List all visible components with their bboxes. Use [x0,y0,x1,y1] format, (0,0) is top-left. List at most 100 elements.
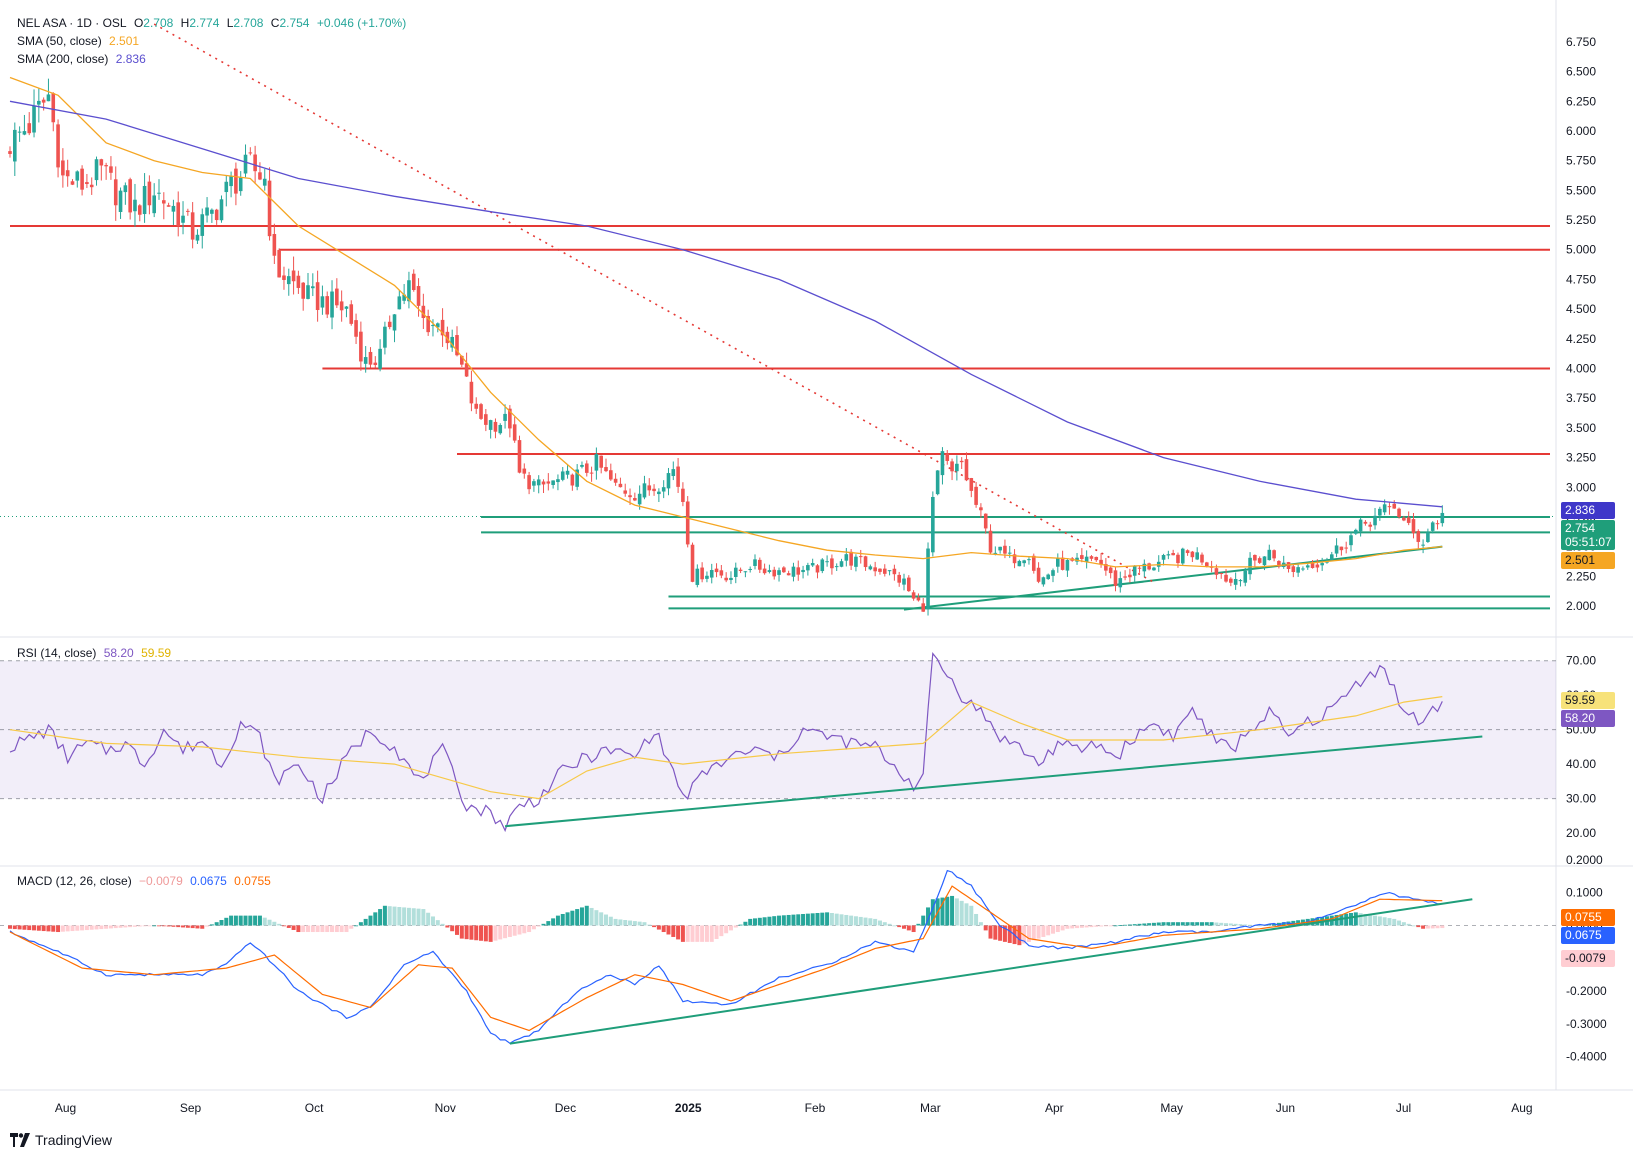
macd-histogram-bar [858,916,863,926]
candle-body [1329,554,1334,561]
macd-histogram-bar [1055,925,1060,933]
macd-histogram-bar [296,925,301,933]
change-value: +0.046 (+1.70%) [316,16,407,30]
macd-histogram-bar [1272,923,1277,926]
macd-histogram-bar [1041,925,1046,937]
ohlc-legend: NEL ASA · 1D · OSL O2.708 H2.774 L2.708 … [17,16,410,30]
candle-body [1123,576,1127,578]
candle-body [974,486,978,505]
macd-histogram-bar [1387,918,1392,926]
candle-body [1426,532,1430,542]
macd-legend[interactable]: MACD (12, 26, close) −0.0079 0.0675 0.07… [17,874,271,888]
candle-body [532,481,536,486]
candle-body [1421,544,1425,546]
macd-histogram-bar [27,925,32,931]
candle-body [1233,578,1238,585]
macd-histogram-bar [1156,922,1161,926]
candle-body [743,571,748,573]
candle-body [219,199,224,221]
candle-body [248,152,253,154]
rsi-legend[interactable]: RSI (14, close) 58.20 59.59 [17,646,172,660]
macd-histogram-bar [36,925,41,931]
candle-body [815,565,820,573]
macd-histogram-bar [1046,925,1051,936]
sma200-legend[interactable]: SMA (200, close) 2.836 [17,52,146,66]
macd-histogram-bar [1382,917,1387,926]
macd-histogram-bar [1411,925,1416,927]
candle-body [291,270,296,282]
candle-body [306,285,310,299]
macd-histogram-bar [51,925,56,932]
macd-histogram-bar [551,918,556,926]
macd-axis-tick: -0.4000 [1566,1050,1607,1064]
candle-body [166,205,171,207]
macd-histogram-bar [498,925,503,940]
candle-body [1253,554,1257,561]
macd-histogram-bar [575,909,580,926]
last-price-tag: 2.754 05:51:07 [1561,520,1615,550]
candle-body [1277,560,1281,567]
macd-histogram-bar [954,898,959,926]
macd-histogram-bar [882,922,887,926]
candle-body [152,195,156,214]
candle-body [13,129,17,162]
macd-histogram-bar [1209,922,1214,926]
macd-histogram-bar [781,915,786,926]
price-axis-tick: 6.000 [1566,124,1596,138]
candle-body [560,471,565,480]
tradingview-brand[interactable]: TradingView [10,1132,112,1148]
time-axis-tick: Sep [180,1101,202,1115]
macd-histogram-bar [378,909,383,926]
candle-body [969,478,974,491]
candle-body [330,291,334,318]
candle-body [210,209,214,214]
candle-body [902,578,906,585]
sma200-line [9,100,1443,508]
candle-body [911,592,916,599]
candle-body [1161,555,1166,560]
candle-body [1229,578,1233,583]
candle-body [421,305,426,319]
candle-body [1257,558,1262,563]
macd-histogram-bar [777,915,782,926]
macd-histogram-bar [301,925,306,933]
macd-histogram-bar [1166,922,1171,926]
candle-body [335,288,339,306]
price-axis-tick: 4.250 [1566,332,1596,346]
candle-body [810,563,815,566]
macd-histogram-bar [118,925,123,928]
candle-body [926,548,930,610]
candle-body [916,597,921,601]
macd-histogram-bar [257,915,262,926]
macd-histogram-bar [661,925,666,933]
macd-histogram-bar [195,925,200,929]
macd-histogram-bar [1113,925,1118,927]
macd-histogram-bar [743,921,748,926]
macd-histogram-bar [60,925,65,932]
candle-body [878,568,882,572]
macd-histogram-bar [1065,925,1070,929]
macd-histogram-bar [123,925,128,928]
macd-histogram-bar [1392,918,1397,926]
macd-histogram-bar [488,925,493,942]
macd-histogram-bar [344,925,349,933]
candle-body [1132,566,1137,576]
sma50-legend[interactable]: SMA (50, close) 2.501 [17,34,140,48]
macd-histogram-bar [969,905,974,926]
rsi-ma-line [9,696,1443,800]
macd-histogram-bar [825,912,830,926]
candle-body [724,577,728,581]
macd-histogram-bar [1022,925,1027,944]
macd-line-tag: 0.0675 [1561,927,1615,944]
brand-name: TradingView [35,1132,113,1148]
macd-hist-value: −0.0079 [139,874,183,888]
macd-histogram-bar [32,925,37,931]
macd-histogram-bar [1204,922,1209,926]
candle-body [907,577,911,592]
candle-body [1056,558,1060,567]
macd-histogram-bar [512,925,517,936]
candle-body [426,315,430,333]
macd-histogram-bar [440,923,445,926]
macd-histogram-bar [209,924,214,926]
